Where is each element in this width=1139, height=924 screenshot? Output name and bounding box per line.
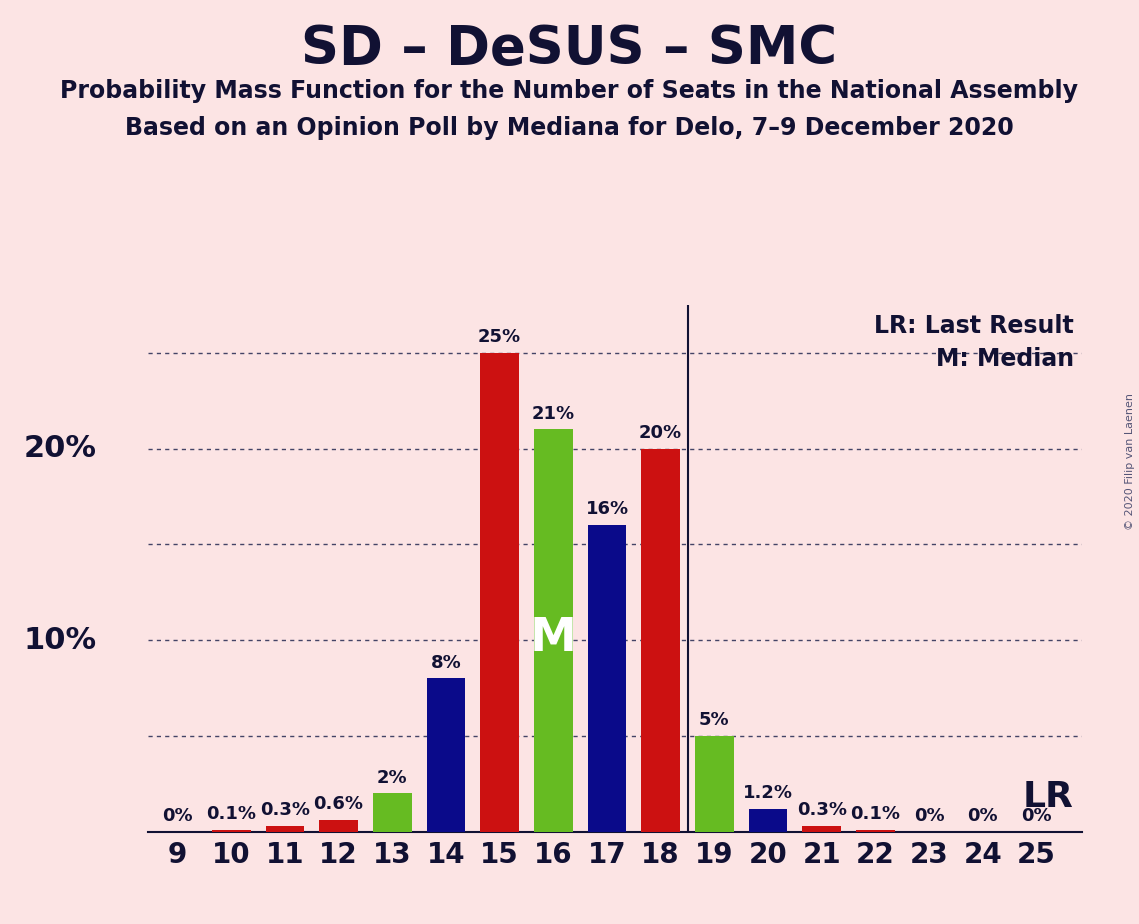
Bar [427, 678, 466, 832]
Text: SD – DeSUS – SMC: SD – DeSUS – SMC [302, 23, 837, 75]
Text: 0%: 0% [913, 807, 944, 825]
Text: 20%: 20% [24, 434, 97, 463]
Text: 0%: 0% [1021, 807, 1051, 825]
Text: 0.3%: 0.3% [796, 801, 846, 820]
Text: 0%: 0% [162, 807, 192, 825]
Bar [534, 430, 573, 832]
Text: © 2020 Filip van Laenen: © 2020 Filip van Laenen [1125, 394, 1134, 530]
Text: 0.6%: 0.6% [313, 796, 363, 813]
Text: 21%: 21% [532, 405, 575, 422]
Text: 0%: 0% [967, 807, 998, 825]
Text: 0.1%: 0.1% [206, 805, 256, 823]
Bar [641, 448, 680, 832]
Text: Based on an Opinion Poll by Mediana for Delo, 7–9 December 2020: Based on an Opinion Poll by Mediana for … [125, 116, 1014, 140]
Text: LR: LR [1023, 780, 1074, 814]
Text: 20%: 20% [639, 424, 682, 442]
Bar [857, 830, 895, 832]
Bar [372, 794, 411, 832]
Text: 10%: 10% [24, 626, 97, 654]
Text: 2%: 2% [377, 769, 408, 786]
Bar [802, 826, 841, 832]
Text: 25%: 25% [478, 328, 522, 346]
Text: 16%: 16% [585, 501, 629, 518]
Bar [588, 525, 626, 832]
Text: 5%: 5% [699, 711, 730, 729]
Text: 8%: 8% [431, 653, 461, 672]
Text: Probability Mass Function for the Number of Seats in the National Assembly: Probability Mass Function for the Number… [60, 79, 1079, 103]
Text: 0.3%: 0.3% [260, 801, 310, 820]
Bar [748, 808, 787, 832]
Text: M: M [530, 616, 576, 661]
Text: 0.1%: 0.1% [851, 805, 901, 823]
Bar [212, 830, 251, 832]
Text: 1.2%: 1.2% [743, 784, 793, 802]
Bar [695, 736, 734, 832]
Bar [481, 353, 519, 832]
Text: LR: Last Result: LR: Last Result [875, 314, 1074, 338]
Text: M: Median: M: Median [936, 347, 1074, 371]
Bar [319, 821, 358, 832]
Bar [265, 826, 304, 832]
